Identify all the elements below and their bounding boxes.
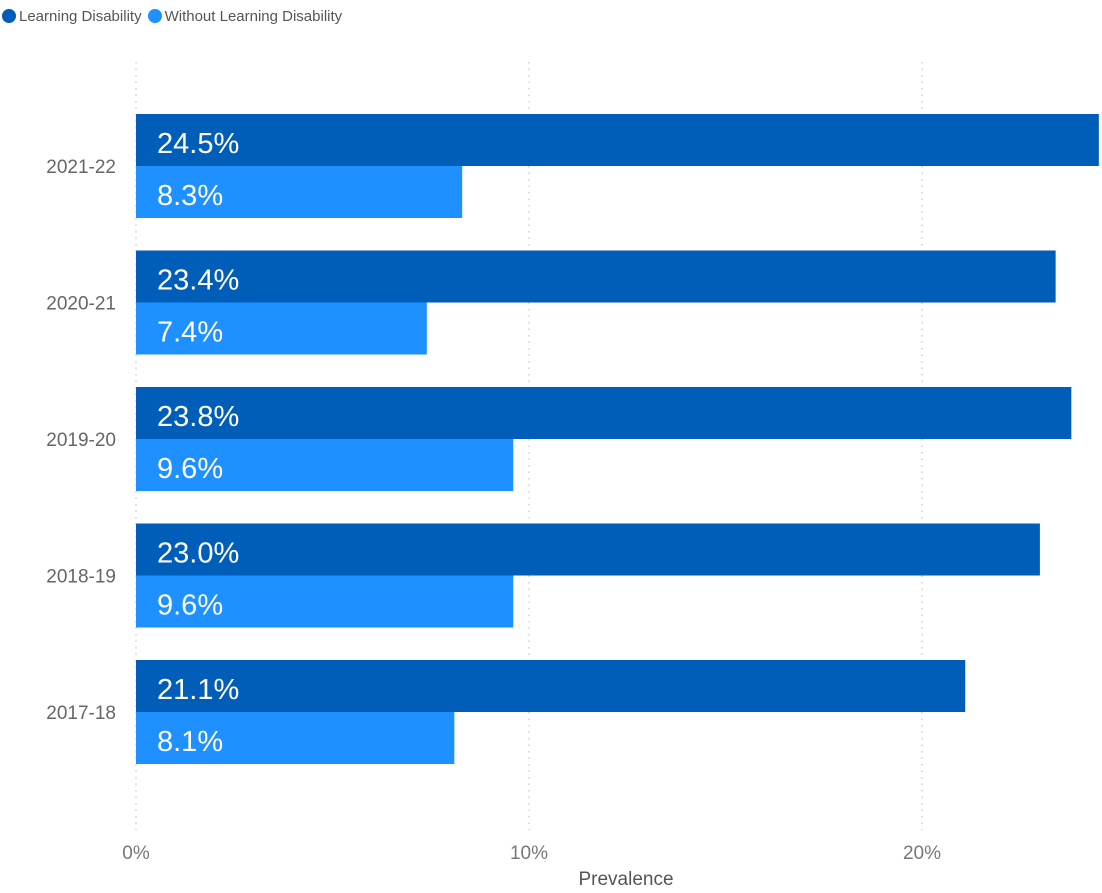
data-label-learning-disability-2019-20: 23.8% [157, 401, 239, 433]
data-label-learning-disability-2021-22: 24.5% [157, 128, 239, 160]
bar-without-learning-disability-2019-20 [136, 439, 514, 491]
x-tick-label-2: 20% [903, 843, 941, 864]
data-label-learning-disability-2020-21: 23.4% [157, 265, 239, 297]
x-tick-label-0: 0% [122, 843, 150, 864]
data-label-without-learning-disability-2018-19: 9.6% [157, 590, 223, 622]
data-label-without-learning-disability-2020-21: 7.4% [157, 317, 223, 349]
data-label-without-learning-disability-2017-18: 8.1% [157, 726, 223, 758]
data-label-learning-disability-2017-18: 21.1% [157, 674, 239, 706]
x-axis-title: Prevalence [578, 869, 673, 890]
legend-item-learning-disability[interactable]: Learning Disability [2, 8, 142, 25]
data-label-without-learning-disability-2021-22: 8.3% [157, 180, 223, 212]
category-label-2017-18: 2017-18 [46, 703, 116, 724]
x-tick-label-1: 10% [510, 843, 548, 864]
category-label-2019-20: 2019-20 [46, 430, 116, 451]
bar-learning-disability-2018-19 [136, 523, 1040, 576]
bar-without-learning-disability-2021-22 [136, 166, 463, 218]
legend-marker-learning-disability [2, 9, 16, 23]
bar-learning-disability-2017-18 [136, 660, 966, 712]
data-label-learning-disability-2018-19: 23.0% [157, 538, 239, 570]
legend: Learning Disability Without Learning Dis… [2, 4, 342, 28]
bar-learning-disability-2019-20 [136, 387, 1072, 439]
bar-without-learning-disability-2017-18 [136, 712, 455, 764]
data-label-without-learning-disability-2019-20: 9.6% [157, 453, 223, 485]
bar-without-learning-disability-2018-19 [136, 575, 514, 628]
legend-marker-without-learning-disability [147, 9, 162, 23]
legend-item-without-learning-disability[interactable]: Without Learning Disability [147, 7, 343, 25]
legend-label-without-learning-disability: Without Learning Disability [164, 7, 343, 25]
bar-learning-disability-2021-22 [136, 114, 1099, 166]
category-label-2018-19: 2018-19 [46, 567, 116, 588]
legend-label-learning-disability: Learning Disability [19, 7, 142, 25]
bar-learning-disability-2020-21 [136, 250, 1056, 303]
category-label-2021-22: 2021-22 [46, 157, 116, 178]
category-label-2020-21: 2020-21 [46, 294, 116, 315]
bar-without-learning-disability-2020-21 [136, 302, 427, 355]
